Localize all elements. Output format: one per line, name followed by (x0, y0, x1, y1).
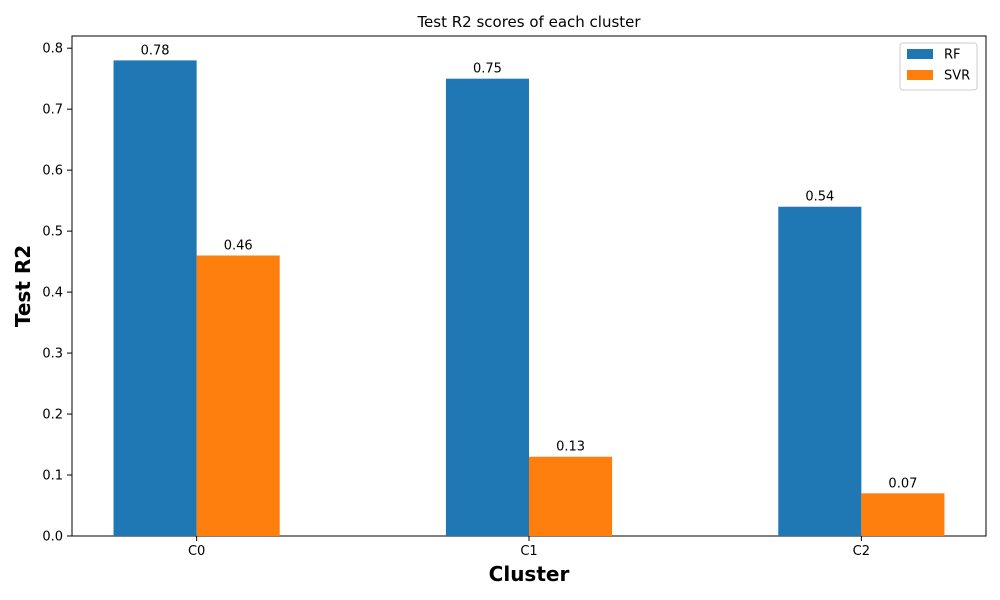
x-tick-label-c1: C1 (520, 544, 537, 559)
data-label-rf-c1: 0.75 (473, 62, 502, 77)
data-label-svr-c0: 0.46 (224, 239, 253, 254)
x-axis-label: Cluster (489, 562, 570, 586)
x-tick-label-c0: C0 (188, 544, 205, 559)
bar-svr-c2 (861, 493, 945, 536)
data-label-rf-c0: 0.78 (141, 43, 170, 58)
bar-rf-c2 (778, 206, 862, 537)
y-tick-label: 0.4 (42, 286, 63, 301)
bars-group (113, 60, 945, 537)
y-tick-label: 0.2 (42, 408, 63, 423)
legend: RF SVR (899, 42, 978, 91)
y-tick-label: 0.6 (42, 164, 63, 179)
y-tick-label: 0.0 (42, 530, 63, 545)
y-tick-label: 0.7 (42, 103, 63, 118)
legend-swatch-rf (907, 49, 933, 59)
legend-label-rf: RF (944, 48, 961, 63)
x-axis: C0 C1 C2 (188, 536, 870, 559)
data-label-rf-c2: 0.54 (805, 190, 834, 205)
data-label-svr-c1: 0.13 (556, 440, 585, 455)
legend-swatch-svr (907, 70, 933, 80)
bar-rf-c1 (445, 78, 529, 537)
x-tick-label-c2: C2 (853, 544, 870, 559)
legend-label-svr: SVR (944, 69, 970, 84)
bar-svr-c1 (529, 456, 613, 536)
y-tick-label: 0.3 (42, 347, 63, 362)
bar-svr-c0 (196, 255, 280, 536)
data-label-svr-c2: 0.07 (888, 476, 917, 491)
data-labels: 0.78 0.75 0.54 0.46 0.13 0.07 (141, 43, 918, 491)
y-tick-label: 0.8 (42, 42, 63, 57)
y-axis-label: Test R2 (11, 245, 35, 327)
chart-title: Test R2 scores of each cluster (416, 13, 641, 31)
bar-rf-c0 (113, 60, 197, 536)
y-axis: 0.0 0.1 0.2 0.3 0.4 0.5 0.6 0.7 0.8 (42, 42, 72, 545)
y-tick-label: 0.1 (42, 469, 63, 484)
y-tick-label: 0.5 (42, 225, 63, 240)
